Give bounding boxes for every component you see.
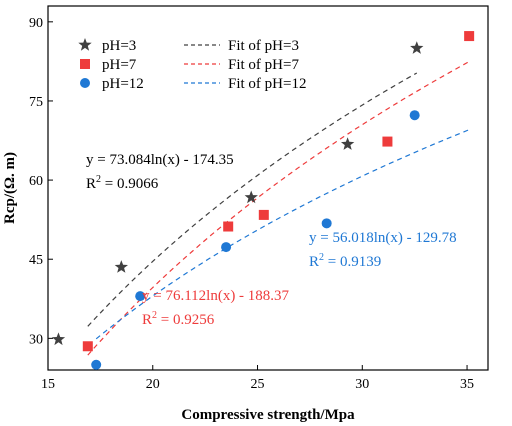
data-point-series-0	[114, 260, 128, 273]
data-point-series-2	[135, 291, 146, 302]
equation-ph3: y = 73.084ln(x) - 174.35	[86, 152, 234, 168]
x-tick-label: 15	[41, 377, 55, 392]
axis-ticks: 15 20 25 30 35 30 45 60 75 90	[29, 16, 474, 392]
legend-label-ph3: pH=3	[102, 38, 136, 54]
fit-lines	[87, 61, 470, 356]
legend-marker-0	[78, 38, 92, 51]
legend: pH=3 pH=7 pH=12 Fit of pH=3 Fit of pH=7 …	[78, 38, 306, 92]
equation-ph12: y = 56.018ln(x) - 129.78	[309, 230, 457, 246]
r2-symbol-ph3: R	[86, 176, 96, 192]
r2-ph3: R2 = 0.9066	[86, 174, 159, 192]
r2-superscript-ph7: 2	[152, 310, 157, 321]
r2-symbol-ph12: R	[309, 254, 319, 270]
r2-ph12: R2 = 0.9139	[309, 252, 381, 270]
r2-value-ph12: = 0.9139	[324, 254, 381, 270]
data-point-series-0	[410, 41, 424, 54]
legend-marker-2	[80, 78, 90, 88]
fit-curve-0	[87, 72, 418, 327]
data-point-series-2	[91, 359, 102, 370]
data-point-series-2	[409, 110, 420, 121]
x-tick-label: 35	[460, 377, 474, 392]
legend-label-ph7: pH=7	[102, 57, 137, 73]
r2-value-ph7: = 0.9256	[157, 312, 215, 328]
y-tick-label: 60	[29, 174, 43, 189]
r2-value-ph3: = 0.9066	[101, 176, 159, 192]
data-point-series-0	[51, 332, 66, 346]
data-point-series-2	[321, 218, 332, 229]
legend-label-fit-ph3: Fit of pH=3	[228, 38, 299, 54]
y-tick-label: 45	[29, 253, 43, 268]
x-tick-label: 20	[146, 377, 160, 392]
r2-superscript-ph12: 2	[319, 252, 324, 263]
y-tick-label: 75	[29, 95, 43, 110]
x-axis-title: Compressive strength/Mpa	[181, 407, 355, 423]
data-point-series-1	[223, 221, 234, 232]
legend-label-fit-ph7: Fit of pH=7	[228, 57, 299, 73]
y-tick-label: 90	[29, 16, 43, 31]
y-tick-label: 30	[29, 332, 43, 347]
data-point-series-2	[221, 242, 232, 253]
y-axis-title: Rcp/(Ω. m)	[2, 152, 18, 224]
data-point-series-1	[258, 209, 269, 220]
legend-marker-1	[80, 59, 90, 69]
data-point-series-0	[341, 137, 355, 150]
r2-symbol-ph7: R	[142, 312, 152, 328]
data-point-series-0	[244, 190, 258, 204]
legend-markers	[78, 38, 92, 88]
equation-ph7: y = 76.112ln(x) - 188.37	[142, 288, 290, 304]
data-point-series-1	[382, 136, 393, 147]
legend-label-fit-ph12: Fit of pH=12	[228, 76, 306, 92]
x-tick-label: 30	[355, 377, 369, 392]
data-points	[51, 31, 475, 370]
legend-label-ph12: pH=12	[102, 76, 144, 92]
data-point-series-1	[82, 341, 93, 352]
fit-curve-2	[95, 129, 470, 340]
fit-curve-1	[87, 61, 470, 356]
r2-ph7: R2 = 0.9256	[142, 310, 215, 328]
plot-frame	[47, 5, 489, 371]
data-point-series-1	[464, 31, 475, 42]
r2-superscript-ph3: 2	[96, 174, 101, 185]
x-tick-label: 25	[251, 377, 265, 392]
